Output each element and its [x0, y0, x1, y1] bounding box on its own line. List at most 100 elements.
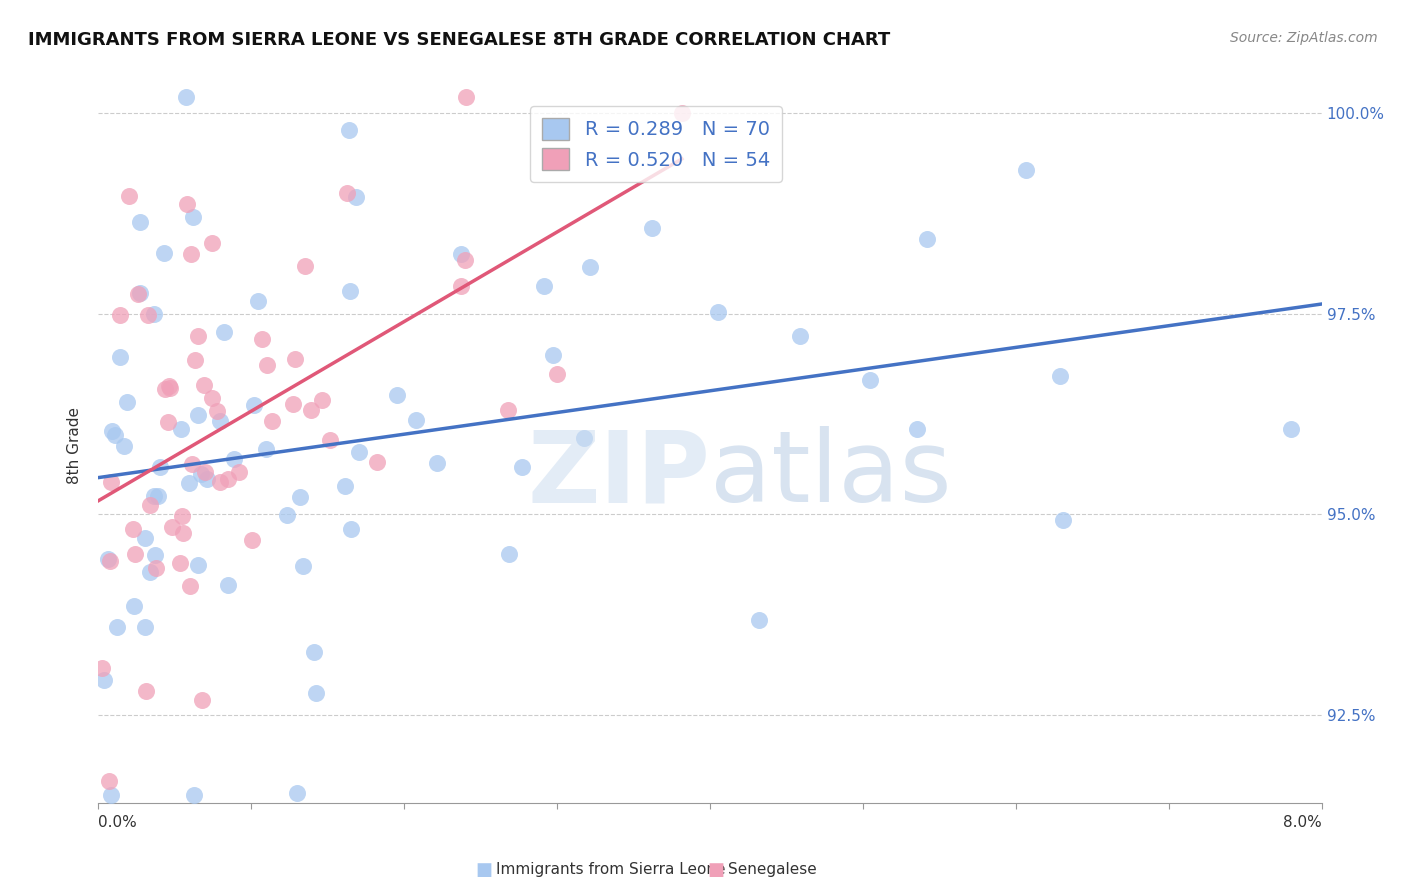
Point — [305, 686, 328, 700]
Point — [450, 246, 472, 260]
Point — [124, 547, 146, 561]
Point — [143, 548, 166, 562]
Point — [105, 620, 128, 634]
Point — [240, 533, 263, 547]
Point — [184, 353, 207, 368]
Point — [93, 673, 115, 687]
Point — [181, 210, 204, 224]
Point — [187, 329, 209, 343]
Point — [290, 490, 312, 504]
Point — [250, 332, 273, 346]
Point — [339, 284, 361, 298]
Point — [387, 388, 409, 402]
Point — [302, 645, 325, 659]
Point — [222, 452, 245, 467]
Point — [134, 531, 156, 545]
Point — [292, 558, 315, 573]
Text: 8.0%: 8.0% — [1282, 814, 1322, 830]
Point — [748, 613, 770, 627]
Point — [122, 522, 145, 536]
Point — [789, 329, 811, 343]
Text: 0.0%: 0.0% — [98, 814, 138, 830]
Point — [100, 788, 122, 802]
Point — [148, 489, 170, 503]
Text: Source: ZipAtlas.com: Source: ZipAtlas.com — [1230, 31, 1378, 45]
Text: ■: ■ — [707, 861, 724, 879]
Point — [122, 599, 145, 613]
Point — [212, 326, 235, 340]
Point — [157, 378, 180, 392]
Point — [243, 398, 266, 412]
Point — [112, 439, 135, 453]
Y-axis label: 8th Grade: 8th Grade — [67, 408, 83, 484]
Point — [179, 579, 201, 593]
Point — [541, 348, 564, 362]
Point — [91, 661, 114, 675]
Point — [340, 522, 363, 536]
Point — [208, 475, 231, 490]
Point — [190, 467, 212, 482]
Legend: R = 0.289   N = 70, R = 0.520   N = 54: R = 0.289 N = 70, R = 0.520 N = 54 — [530, 106, 782, 182]
Point — [344, 190, 367, 204]
Point — [153, 246, 176, 260]
Point — [905, 422, 928, 436]
Point — [142, 489, 165, 503]
Point — [450, 279, 472, 293]
Point — [187, 408, 209, 422]
Point — [100, 425, 122, 439]
Point — [157, 415, 180, 429]
Point — [149, 460, 172, 475]
Point — [201, 236, 224, 251]
Point — [217, 472, 239, 486]
Text: atlas: atlas — [710, 426, 952, 523]
Point — [195, 472, 218, 486]
Point — [915, 232, 938, 246]
Point — [319, 433, 342, 447]
Point — [1052, 513, 1074, 527]
Point — [97, 773, 120, 788]
Point — [671, 105, 693, 120]
Point — [128, 215, 150, 229]
Point — [200, 391, 222, 405]
Point — [179, 476, 201, 491]
Text: Senegalese: Senegalese — [728, 863, 817, 877]
Point — [454, 253, 477, 268]
Point — [546, 367, 568, 381]
Point — [176, 197, 198, 211]
Point — [254, 442, 277, 456]
Point — [281, 397, 304, 411]
Point — [172, 526, 194, 541]
Point — [135, 683, 157, 698]
Point — [510, 460, 533, 475]
Point — [366, 455, 388, 469]
Point — [284, 352, 307, 367]
Point — [1049, 369, 1071, 384]
Point — [181, 457, 204, 471]
Point — [217, 578, 239, 592]
Point — [533, 278, 555, 293]
Point — [110, 308, 132, 322]
Point — [228, 465, 250, 479]
Point — [1279, 422, 1302, 436]
Point — [190, 692, 212, 706]
Point — [1015, 162, 1038, 177]
Point — [104, 428, 127, 442]
Point — [859, 373, 882, 387]
Point — [707, 305, 730, 319]
Point — [426, 457, 449, 471]
Point — [276, 508, 298, 522]
Point — [247, 294, 270, 309]
Point — [139, 498, 162, 512]
Point — [579, 260, 602, 274]
Point — [127, 287, 149, 301]
Point — [115, 395, 138, 409]
Point — [572, 431, 595, 445]
Text: Immigrants from Sierra Leone: Immigrants from Sierra Leone — [496, 863, 725, 877]
Point — [335, 479, 357, 493]
Point — [98, 554, 121, 568]
Point — [118, 189, 141, 203]
Point — [100, 475, 122, 489]
Point — [299, 403, 322, 417]
Point — [108, 350, 131, 364]
Point — [143, 307, 166, 321]
